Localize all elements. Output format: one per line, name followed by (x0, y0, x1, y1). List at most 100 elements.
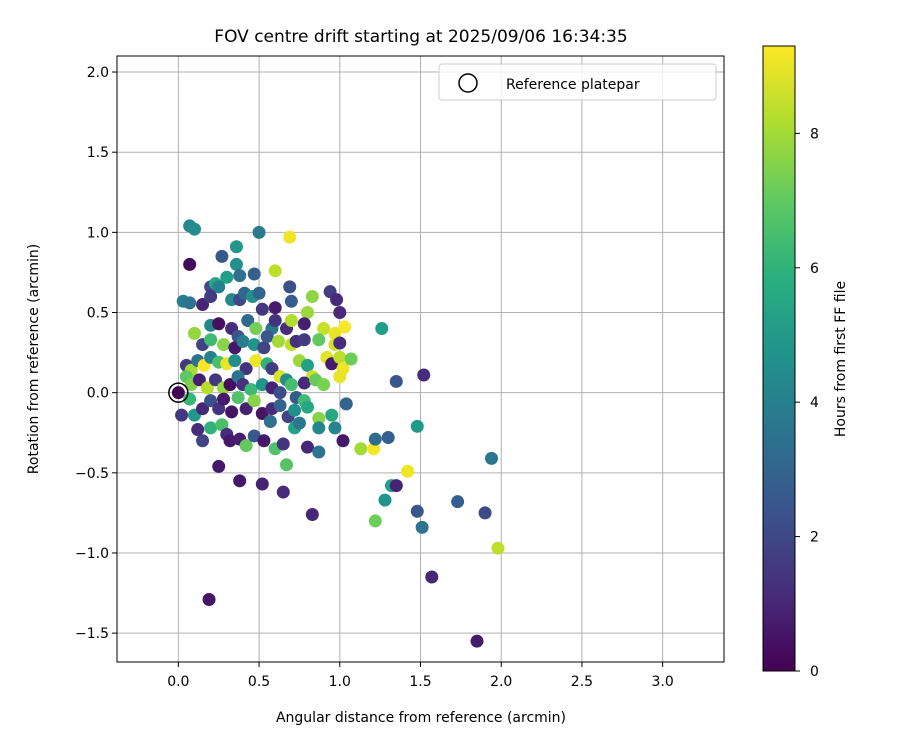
data-point (263, 415, 277, 429)
data-point (344, 352, 358, 366)
data-point (212, 402, 226, 416)
x-tick-label: 2.5 (571, 674, 593, 690)
y-tick-label: 1.5 (87, 145, 109, 161)
data-point (378, 493, 392, 507)
data-point (333, 370, 347, 384)
data-point (317, 378, 331, 392)
data-point (265, 362, 279, 376)
colorbar-tick-label: 8 (810, 126, 819, 142)
y-tick-label: 2.0 (87, 65, 109, 81)
data-point (204, 394, 218, 408)
data-point (410, 504, 424, 518)
data-point (333, 350, 347, 364)
data-point (292, 416, 306, 430)
data-point (284, 314, 298, 328)
data-points (175, 219, 505, 648)
data-point (228, 354, 242, 368)
data-point (239, 402, 253, 416)
data-point (183, 257, 197, 271)
data-point (202, 592, 216, 606)
data-point (215, 249, 229, 263)
data-point (297, 376, 311, 390)
data-point (328, 421, 342, 435)
data-point (367, 442, 381, 456)
data-point (244, 382, 258, 396)
legend: Reference platepar (438, 63, 717, 101)
data-point (255, 302, 269, 316)
data-point (300, 358, 314, 372)
data-point (312, 333, 326, 347)
data-point (247, 267, 261, 281)
data-point (229, 257, 243, 271)
data-point (255, 477, 269, 491)
data-point (187, 222, 201, 236)
data-point (183, 296, 197, 310)
x-axis-label: Angular distance from reference (arcmin) (276, 710, 566, 726)
data-point (312, 421, 326, 435)
data-point (485, 451, 499, 465)
x-axis-ticks: 0.0 0.5 1.0 1.5 2.0 2.5 3.0 (167, 662, 674, 690)
data-point (191, 423, 205, 437)
data-point (300, 440, 314, 454)
y-tick-label: 1.0 (87, 225, 109, 241)
y-tick-label: −1.5 (75, 626, 109, 642)
data-point (288, 403, 302, 417)
data-point (200, 381, 214, 395)
data-point (217, 392, 231, 406)
data-point (415, 520, 429, 534)
data-point (325, 408, 339, 422)
data-point (305, 289, 319, 303)
data-point (175, 408, 189, 422)
data-point (389, 374, 403, 388)
data-point (273, 398, 287, 412)
data-point (451, 495, 465, 509)
reference-point (171, 386, 185, 400)
x-tick-label: 1.5 (409, 674, 431, 690)
data-point (223, 434, 237, 448)
data-point (305, 508, 319, 522)
data-point (271, 334, 285, 348)
data-point (297, 333, 311, 347)
y-tick-label: 0.5 (87, 306, 109, 322)
x-tick-label: 0.0 (167, 674, 189, 690)
data-point (229, 240, 243, 254)
colorbar-ticks: 0 2 4 6 8 (795, 126, 819, 680)
data-point (239, 362, 253, 376)
data-point (389, 479, 403, 493)
data-point (212, 317, 226, 331)
data-point (284, 378, 298, 392)
data-point (375, 322, 389, 336)
data-point (233, 474, 247, 488)
chart-title: FOV centre drift starting at 2025/09/06 … (214, 27, 627, 47)
data-point (268, 264, 282, 278)
data-point (312, 411, 326, 425)
data-point (196, 402, 210, 416)
data-point (297, 317, 311, 331)
data-point (333, 336, 347, 350)
data-point (478, 506, 492, 520)
data-point (283, 230, 297, 244)
data-point (410, 419, 424, 433)
data-point (204, 289, 218, 303)
data-point (417, 368, 431, 382)
data-point (401, 464, 415, 478)
reference-marker (168, 382, 189, 403)
data-point (247, 429, 261, 443)
data-point (280, 458, 294, 472)
y-tick-label: −1.0 (75, 546, 109, 562)
data-point (268, 314, 282, 328)
data-point (252, 286, 266, 300)
data-point (260, 330, 274, 344)
data-point (217, 338, 231, 352)
data-point (470, 634, 484, 648)
y-tick-label: 0.0 (87, 386, 109, 402)
data-point (196, 434, 210, 448)
y-axis-ticks: −1.5 −1.0 −0.5 0.0 0.5 1.0 1.5 2.0 (75, 65, 117, 642)
data-point (255, 407, 269, 421)
y-tick-label: −0.5 (75, 466, 109, 482)
data-point (236, 334, 250, 348)
data-point (354, 442, 368, 456)
data-point (196, 297, 210, 311)
